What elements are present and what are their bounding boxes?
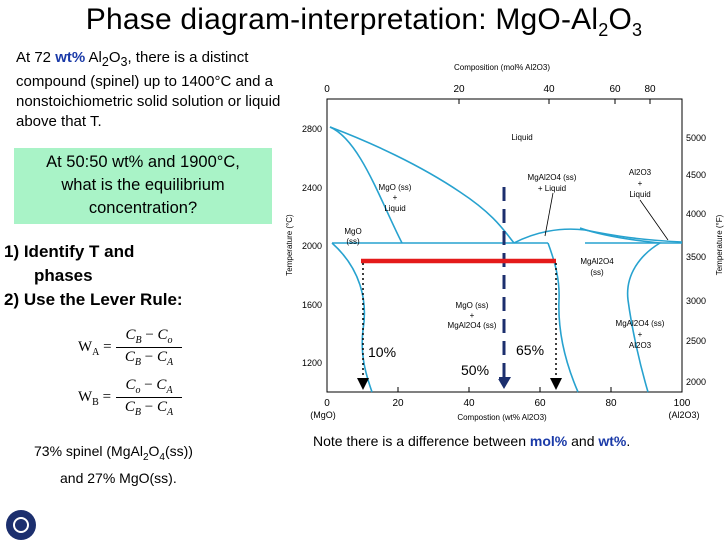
svg-text:Liquid: Liquid (629, 190, 650, 199)
step-1: 1) Identify T and (4, 242, 135, 261)
left-tick: 2400 (302, 183, 322, 193)
top-axis-title: Composition (mol% Al2O3) (454, 63, 550, 72)
top-tick: 40 (543, 84, 555, 95)
svg-text:Al2O3: Al2O3 (629, 341, 652, 350)
right-tick: 3500 (686, 252, 706, 262)
lever-rule-wa: WA = CB − Co CB − CA (78, 327, 188, 368)
svg-text:+: + (638, 179, 643, 188)
svg-text:+: + (393, 193, 398, 202)
label-50-bg (459, 360, 499, 379)
right-tick: 2000 (686, 377, 706, 387)
top-tick: 20 (453, 84, 465, 95)
svg-text:+: + (638, 330, 643, 339)
label-50: 50% (461, 362, 489, 378)
bottom-tick: 100 (674, 398, 691, 409)
mgo-solvus (331, 242, 373, 393)
svg-text:(ss): (ss) (346, 237, 360, 246)
plot-frame (326, 98, 683, 393)
region-leaders (544, 192, 669, 241)
page-title: Phase diagram-interpretation: MgO-Al2O3 (85, 3, 643, 40)
spinel-solvus-left (547, 242, 579, 393)
bottom-tick: 60 (534, 398, 546, 409)
region-mgo-ss: MgO (344, 227, 361, 236)
phase-boundaries (329, 126, 683, 393)
label-65: 65% (516, 342, 544, 358)
step-2: 2) Use the Lever Rule: (4, 290, 183, 309)
svg-text:+ Liquid: + Liquid (538, 184, 566, 193)
top-tick: 60 (609, 84, 621, 95)
left-tick: 2800 (302, 124, 322, 134)
right-tick: 3000 (686, 296, 706, 306)
liquidus (329, 126, 515, 244)
bottom-tick: 80 (605, 398, 617, 409)
bottom-left-label: (MgO) (310, 410, 336, 420)
region-mgo-spinel: MgO (ss) (456, 301, 489, 310)
label-65-bg (514, 340, 552, 359)
question-box: At 50:50 wt% and 1900°C, what is the equ… (14, 148, 272, 224)
right-tick: 4000 (686, 209, 706, 219)
top-tick: 0 (324, 84, 330, 95)
region-al2o3-liquid: Al2O3 (629, 168, 652, 177)
region-mgo-liquid: MgO (ss) (379, 183, 412, 192)
svg-text:Liquid: Liquid (384, 204, 405, 213)
region-spinel-liquid: MgAl2O4 (ss) (528, 173, 577, 182)
right-tick: 2500 (686, 336, 706, 346)
region-spinel-al2o3: MgAl2O4 (ss) (616, 319, 665, 328)
left-tick: 1200 (302, 358, 322, 368)
university-seal-icon (6, 510, 36, 540)
right-tick: 4500 (686, 170, 706, 180)
intro-text: At 72 wt% Al2O3, there is a distinct com… (16, 49, 281, 130)
lever-result: 73% spinel (MgAl2O4(ss)) and 27% MgO(ss)… (34, 443, 193, 486)
svg-text:+: + (470, 311, 475, 320)
svg-text:MgAl2O4 (ss): MgAl2O4 (ss) (448, 321, 497, 330)
right-axis-title: Temperature (°F) (715, 214, 724, 275)
bottom-tick: 20 (392, 398, 404, 409)
spinel-solvus-right (579, 227, 663, 393)
right-liquidus (513, 228, 683, 244)
region-spinel-ss: MgAl2O4 (580, 257, 614, 266)
step-1-cont: phases (34, 266, 93, 285)
composition-arrow-icon (497, 377, 511, 389)
svg-text:(ss): (ss) (590, 268, 604, 277)
top-ticks (397, 99, 651, 392)
bottom-right-label: (Al2O3) (668, 410, 699, 420)
steps-list: 1) Identify T and phases 2) Use the Leve… (4, 240, 183, 312)
bottom-axis-title: Compostion (wt% Al2O3) (457, 413, 547, 422)
region-liquid: Liquid (511, 133, 532, 142)
top-tick: 80 (644, 84, 656, 95)
left-tick: 2000 (302, 241, 322, 251)
lever-rule-wb: WB = Co − CA CB − CA (78, 377, 188, 418)
left-axis-title: Temperature (°C) (285, 214, 294, 276)
label-10-bg (366, 342, 402, 361)
left-tick: 1600 (302, 300, 322, 310)
bottom-tick: 0 (324, 398, 330, 409)
mgo-liquidus (329, 126, 403, 244)
right-tick: 5000 (686, 133, 706, 143)
note-text: Note there is a difference between mol% … (313, 433, 631, 449)
bottom-tick: 40 (463, 398, 475, 409)
label-10: 10% (368, 344, 396, 360)
